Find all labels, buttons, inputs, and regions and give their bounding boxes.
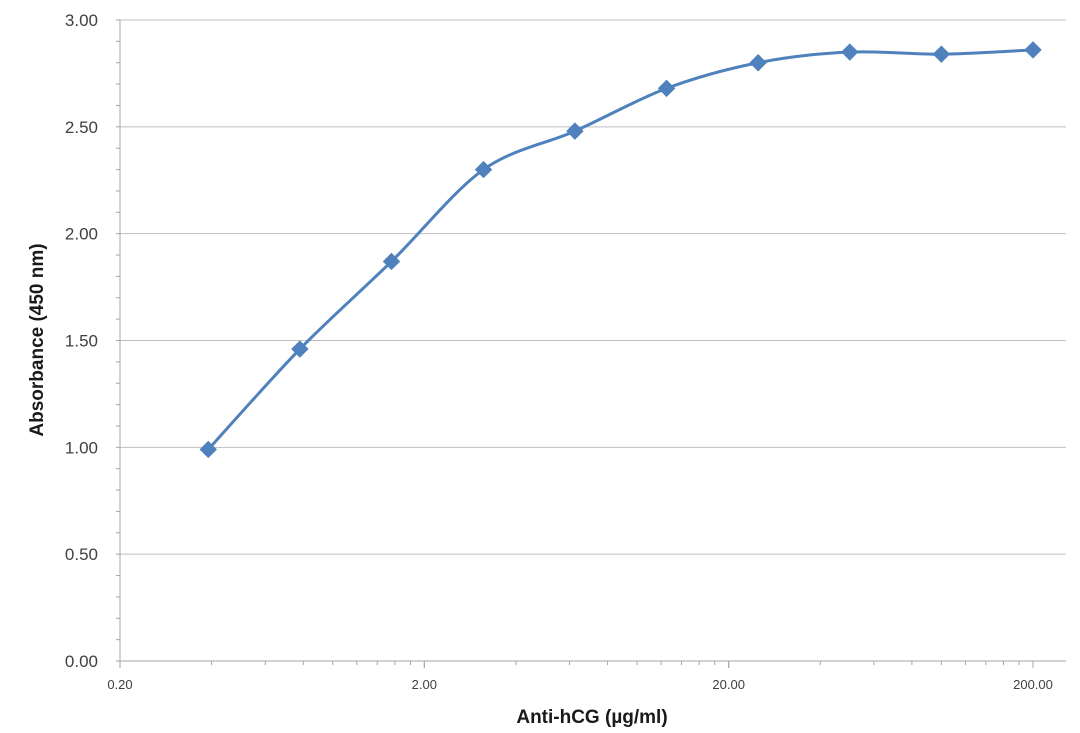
series-line [207, 48, 1034, 451]
series-layer [199, 41, 1042, 459]
x-axis-title: Anti-hCG (µg/ml) [516, 707, 667, 728]
data-point-marker [199, 440, 217, 459]
y-tick-label: 3.00 [65, 11, 98, 30]
data-point-marker [657, 79, 676, 98]
axes [116, 19, 1066, 668]
y-tick-label: 2.50 [65, 118, 98, 137]
gridlines [120, 19, 1066, 555]
y-tick-label: 1.50 [65, 332, 98, 351]
data-point-marker [566, 122, 584, 140]
data-point-marker [382, 252, 401, 271]
tick-labels: 0.00 0.50 1.00 1.50 2.00 2.50 3.00 0.20 2.00 20.0… [65, 11, 1053, 692]
y-axis-title: Absorbance (450 nm) [27, 243, 48, 436]
data-point-marker [1024, 41, 1042, 59]
data-point-marker [474, 160, 493, 179]
y-tick-label: 0.50 [65, 545, 98, 564]
x-tick-label: 20.00 [712, 677, 745, 692]
data-point-marker [749, 54, 767, 72]
y-tick-label: 0.00 [65, 652, 98, 671]
x-tick-label: 0.20 [107, 677, 132, 692]
y-tick-label: 1.00 [65, 438, 98, 457]
y-tick-label: 2.00 [65, 225, 98, 244]
x-tick-label: 2.00 [412, 677, 437, 692]
x-tick-label: 200.00 [1013, 677, 1053, 692]
data-point-marker [932, 45, 951, 63]
data-point-marker [291, 340, 309, 358]
data-point-marker [841, 43, 859, 61]
